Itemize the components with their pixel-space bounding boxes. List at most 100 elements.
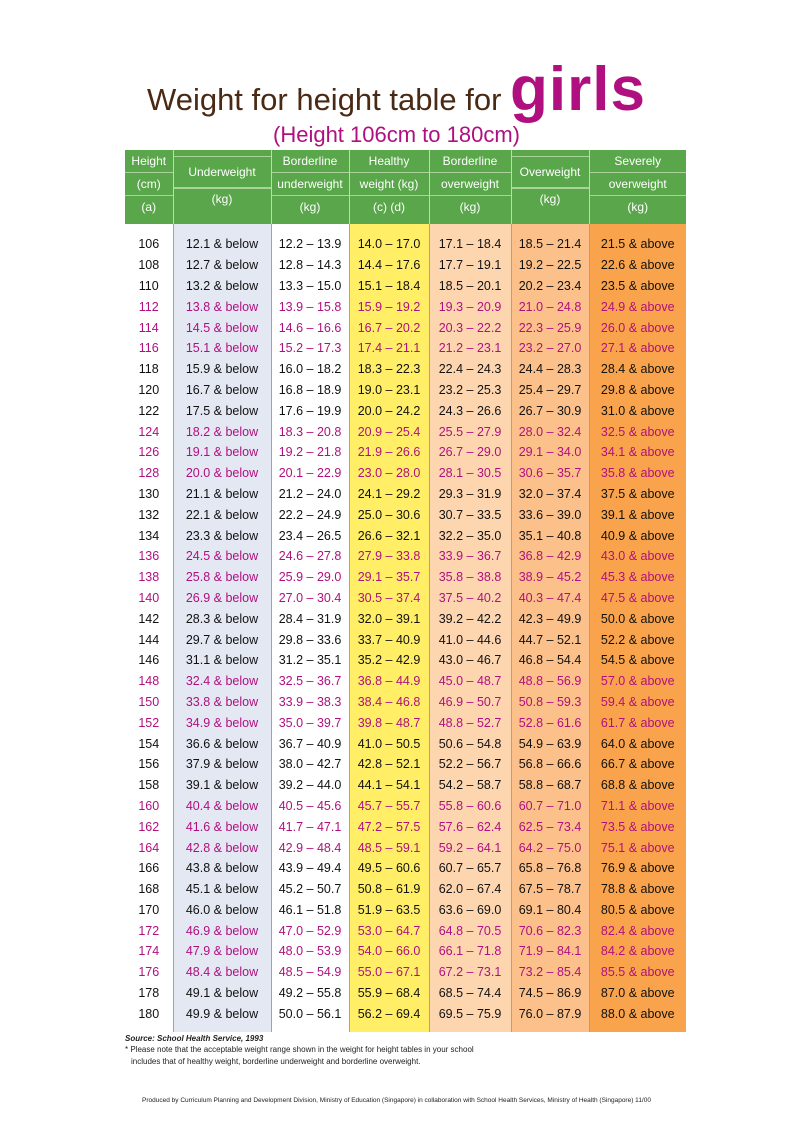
- cell-severely-overweight: 75.1 & above: [589, 837, 686, 858]
- cell-overweight: 30.6 – 35.7: [511, 462, 590, 484]
- cell-borderline-underweight: 39.2 – 44.0: [271, 774, 350, 796]
- header-line: Overweight: [511, 157, 589, 188]
- cell-healthy-weight: 50.8 – 61.9: [349, 878, 430, 900]
- cell-underweight: 36.6 & below: [173, 733, 272, 754]
- footer: Source: School Health Service, 1993 * Pl…: [125, 1034, 725, 1068]
- cell-healthy-weight: 32.0 – 39.1: [349, 608, 430, 630]
- cell-healthy-weight: 29.1 – 35.7: [349, 566, 430, 588]
- cell-borderline-overweight: 24.3 – 26.6: [429, 400, 512, 422]
- cell-overweight: 36.8 – 42.9: [511, 545, 590, 567]
- cell-underweight: 19.1 & below: [173, 441, 272, 463]
- cell-underweight: 28.3 & below: [173, 608, 272, 630]
- cell-severely-overweight: 31.0 & above: [589, 400, 686, 422]
- cell-severely-overweight: 66.7 & above: [589, 753, 686, 775]
- cell-overweight: 54.9 – 63.9: [511, 733, 590, 754]
- cell-height: 136: [125, 545, 174, 567]
- table-row: 120 16.7 & below 16.8 – 18.9 19.0 – 23.1 23.…: [125, 379, 686, 401]
- cell-severely-overweight: 40.9 & above: [589, 525, 686, 546]
- cell-borderline-underweight: 41.7 – 47.1: [271, 816, 350, 838]
- cell-severely-overweight: 78.8 & above: [589, 878, 686, 900]
- cell-overweight: 56.8 – 66.6: [511, 753, 590, 775]
- cell-healthy-weight: 33.7 – 40.9: [349, 629, 430, 650]
- cell-severely-overweight: 35.8 & above: [589, 462, 686, 484]
- cell-underweight: 26.9 & below: [173, 587, 272, 609]
- cell-healthy-weight: 45.7 – 55.7: [349, 795, 430, 817]
- cell-healthy-weight: 25.0 – 30.6: [349, 504, 430, 526]
- cell-healthy-weight: 26.6 – 32.1: [349, 525, 430, 546]
- cell-underweight: 43.8 & below: [173, 857, 272, 879]
- table-row: 122 17.5 & below 17.6 – 19.9 20.0 – 24.2 24.…: [125, 400, 686, 422]
- cell-underweight: 46.0 & below: [173, 899, 272, 921]
- cell-overweight: 20.2 – 23.4: [511, 275, 590, 297]
- cell-overweight: 24.4 – 28.3: [511, 358, 590, 380]
- cell-underweight: 21.1 & below: [173, 483, 272, 505]
- header-line: (c) (d): [373, 200, 405, 214]
- cell-underweight: 12.1 & below: [173, 224, 272, 255]
- cell-underweight: 15.1 & below: [173, 337, 272, 359]
- column-header-healthy-weight: Healthy weight (kg) (c) (d): [349, 150, 430, 224]
- cell-healthy-weight: 38.4 – 46.8: [349, 691, 430, 713]
- cell-severely-overweight: 39.1 & above: [589, 504, 686, 526]
- cell-severely-overweight: 27.1 & above: [589, 337, 686, 359]
- header-line: (kg): [173, 188, 271, 209]
- cell-borderline-underweight: 12.2 – 13.9: [271, 224, 350, 255]
- table-row: 108 12.7 & below 12.8 – 14.3 14.4 – 17.6 17.…: [125, 254, 686, 276]
- cell-healthy-weight: 48.5 – 59.1: [349, 837, 430, 858]
- cell-height: 174: [125, 941, 174, 962]
- table-row: 126 19.1 & below 19.2 – 21.8 21.9 – 26.6 26.…: [125, 441, 686, 463]
- cell-underweight: 15.9 & below: [173, 358, 272, 380]
- cell-height: 142: [125, 608, 174, 630]
- column-header-underweight: Underweight (kg): [173, 150, 272, 224]
- cell-underweight: 37.9 & below: [173, 753, 272, 775]
- cell-severely-overweight: 76.9 & above: [589, 857, 686, 879]
- cell-healthy-weight: 53.0 – 64.7: [349, 920, 430, 942]
- cell-overweight: 46.8 – 54.4: [511, 649, 590, 671]
- produced-by-credit: Produced by Curriculum Planning and Deve…: [142, 1097, 651, 1104]
- cell-healthy-weight: 19.0 – 23.1: [349, 379, 430, 401]
- title-emphasis: girls: [510, 55, 646, 124]
- cell-borderline-overweight: 28.1 – 30.5: [429, 462, 512, 484]
- cell-healthy-weight: 55.9 – 68.4: [349, 982, 430, 1004]
- cell-borderline-underweight: 42.9 – 48.4: [271, 837, 350, 858]
- cell-borderline-underweight: 38.0 – 42.7: [271, 753, 350, 775]
- header-line: (kg): [299, 200, 321, 214]
- cell-overweight: 40.3 – 47.4: [511, 587, 590, 609]
- table-row: 124 18.2 & below 18.3 – 20.8 20.9 – 25.4 25.…: [125, 421, 686, 442]
- cell-healthy-weight: 14.0 – 17.0: [349, 224, 430, 255]
- cell-height: 180: [125, 1003, 174, 1033]
- cell-borderline-overweight: 30.7 – 33.5: [429, 504, 512, 526]
- cell-borderline-overweight: 69.5 – 75.9: [429, 1003, 512, 1033]
- cell-borderline-overweight: 25.5 – 27.9: [429, 421, 512, 442]
- cell-underweight: 46.9 & below: [173, 920, 272, 942]
- cell-underweight: 39.1 & below: [173, 774, 272, 796]
- cell-underweight: 23.3 & below: [173, 525, 272, 546]
- column-header-overweight: Overweight (kg): [511, 150, 590, 224]
- cell-borderline-overweight: 32.2 – 35.0: [429, 525, 512, 546]
- cell-healthy-weight: 17.4 – 21.1: [349, 337, 430, 359]
- cell-height: 162: [125, 816, 174, 838]
- cell-overweight: 28.0 – 32.4: [511, 421, 590, 442]
- cell-borderline-underweight: 43.9 – 49.4: [271, 857, 350, 879]
- cell-height: 168: [125, 878, 174, 900]
- table-row: 134 23.3 & below 23.4 – 26.5 26.6 – 32.1 32.…: [125, 525, 686, 546]
- cell-overweight: 21.0 – 24.8: [511, 296, 590, 318]
- disclaimer-line-2: includes that of healthy weight, borderl…: [131, 1057, 421, 1066]
- table-row: 110 13.2 & below 13.3 – 15.0 15.1 – 18.4 18.…: [125, 275, 686, 297]
- cell-borderline-overweight: 55.8 – 60.6: [429, 795, 512, 817]
- table-row: 112 13.8 & below 13.9 – 15.8 15.9 – 19.2 19.…: [125, 296, 686, 318]
- cell-height: 154: [125, 733, 174, 754]
- cell-borderline-underweight: 48.5 – 54.9: [271, 961, 350, 983]
- cell-borderline-overweight: 60.7 – 65.7: [429, 857, 512, 879]
- cell-underweight: 13.2 & below: [173, 275, 272, 297]
- table-row: 170 46.0 & below 46.1 – 51.8 51.9 – 63.5 63.…: [125, 899, 686, 921]
- cell-overweight: 58.8 – 68.7: [511, 774, 590, 796]
- table-row: 154 36.6 & below 36.7 – 40.9 41.0 – 50.5 50.…: [125, 733, 686, 754]
- cell-severely-overweight: 80.5 & above: [589, 899, 686, 921]
- cell-borderline-overweight: 57.6 – 62.4: [429, 816, 512, 838]
- cell-severely-overweight: 23.5 & above: [589, 275, 686, 297]
- table-row: 178 49.1 & below 49.2 – 55.8 55.9 – 68.4 68.…: [125, 982, 686, 1004]
- table-row: 146 31.1 & below 31.2 – 35.1 35.2 – 42.9 43.…: [125, 649, 686, 671]
- cell-borderline-overweight: 35.8 – 38.8: [429, 566, 512, 588]
- header-line: Healthy: [349, 150, 429, 173]
- cell-severely-overweight: 61.7 & above: [589, 712, 686, 734]
